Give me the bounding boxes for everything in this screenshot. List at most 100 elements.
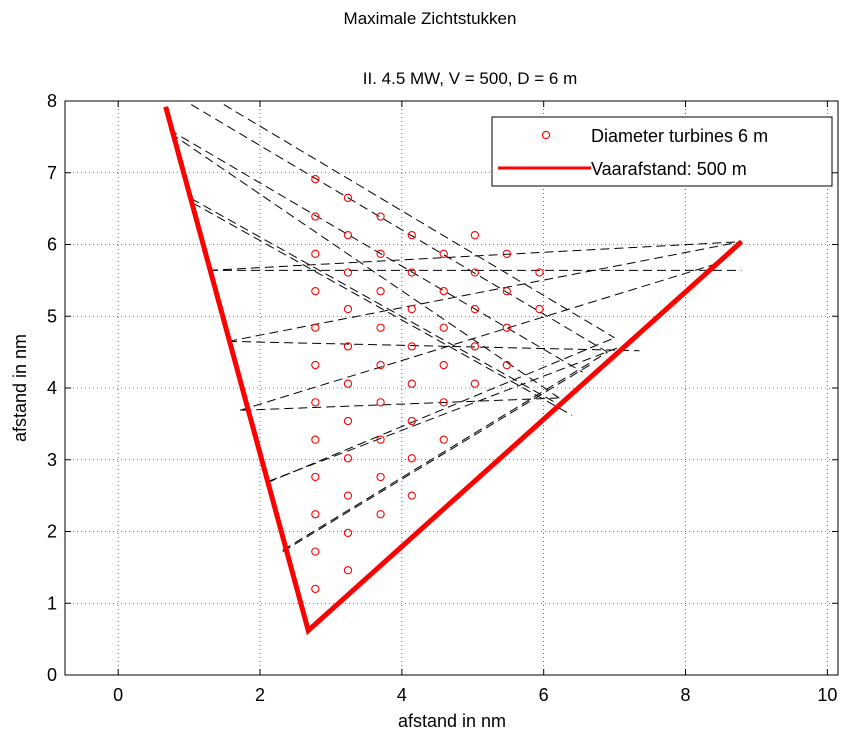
turbine-point xyxy=(311,547,320,556)
turbine-point xyxy=(311,472,320,482)
y-axis-label: afstand in nm xyxy=(10,334,30,442)
turbine-point xyxy=(343,379,353,388)
sightlines xyxy=(168,104,742,553)
y-tick-label: 0 xyxy=(47,665,57,685)
legend-label-route: Vaarafstand: 500 m xyxy=(591,159,747,179)
turbine-point xyxy=(439,286,448,296)
sightline xyxy=(228,340,640,352)
sightline xyxy=(223,104,615,339)
y-tick-label: 6 xyxy=(47,235,57,255)
chart-title: Maximale Zichtstukken xyxy=(344,9,517,28)
legend: Diameter turbines 6 m Vaarafstand: 500 m xyxy=(491,116,833,187)
turbine-point xyxy=(439,323,448,332)
turbine-point xyxy=(311,360,320,370)
turbine-point xyxy=(311,584,320,594)
routes xyxy=(163,106,744,636)
turbine-point xyxy=(376,472,385,482)
sightline xyxy=(190,198,562,407)
turbine-point xyxy=(376,398,385,407)
sightline xyxy=(282,351,608,551)
sightline xyxy=(190,104,608,353)
plot-area xyxy=(65,101,838,675)
turbine-point xyxy=(311,249,320,258)
x-tick-label: 4 xyxy=(397,685,407,705)
turbine-point xyxy=(407,342,416,351)
y-tick-label: 4 xyxy=(47,378,57,398)
turbine-point xyxy=(407,416,416,426)
turbine-point xyxy=(439,435,448,444)
turbine-point xyxy=(311,510,320,519)
y-tick-label: 2 xyxy=(47,522,57,542)
turbine-point xyxy=(311,286,320,296)
turbine-point xyxy=(535,268,544,277)
x-tick-label: 2 xyxy=(255,685,265,705)
turbine-point xyxy=(311,323,320,332)
turbine-point xyxy=(470,231,480,240)
x-tick-label: 6 xyxy=(539,685,549,705)
turbine-point xyxy=(376,323,385,332)
turbine-point xyxy=(407,379,416,388)
turbine-point xyxy=(376,249,385,258)
turbine-point xyxy=(343,566,353,575)
turbine-point xyxy=(343,416,353,426)
sightline xyxy=(192,202,573,416)
turbine-point xyxy=(470,342,480,351)
turbine-point xyxy=(343,342,353,351)
turbine-point xyxy=(407,454,416,463)
turbine-point xyxy=(376,435,385,444)
axis-ticks: 0 2 4 6 8 10 0 1 2 3 4 5 6 7 8 xyxy=(47,91,838,705)
legend-box xyxy=(491,116,833,187)
turbine-point xyxy=(535,304,544,314)
turbine-point xyxy=(407,491,416,500)
turbine-point xyxy=(502,286,511,296)
y-tick-label: 8 xyxy=(47,91,57,111)
sightline xyxy=(242,397,558,411)
turbine-point xyxy=(376,360,385,370)
y-tick-label: 1 xyxy=(47,593,57,613)
sightline xyxy=(282,362,594,553)
turbine-point xyxy=(343,454,353,463)
turbine-point xyxy=(311,398,320,407)
legend-label-turbines: Diameter turbines 6 m xyxy=(591,126,768,146)
turbine-point xyxy=(311,435,320,444)
turbine-point xyxy=(343,231,353,240)
turbine-point xyxy=(439,249,448,258)
turbine-point xyxy=(470,304,480,314)
legend-marker-turbines xyxy=(541,130,551,140)
turbine-point xyxy=(407,231,416,240)
turbine-point xyxy=(311,175,320,184)
turbine-point xyxy=(343,193,353,203)
turbine-point xyxy=(470,268,480,277)
turbine-point xyxy=(376,286,385,296)
turbine-point xyxy=(343,491,353,500)
y-tick-label: 5 xyxy=(47,306,57,326)
turbine-point xyxy=(343,528,353,538)
turbine-point xyxy=(502,249,511,258)
x-tick-label: 0 xyxy=(113,685,123,705)
sightline xyxy=(168,129,583,373)
turbine-point xyxy=(407,304,416,314)
x-tick-label: 10 xyxy=(817,685,837,705)
turbine-point xyxy=(311,212,320,221)
x-tick-label: 8 xyxy=(681,685,691,705)
turbine-point xyxy=(407,268,416,277)
x-axis-label: afstand in nm xyxy=(398,711,506,731)
sightline xyxy=(240,264,715,411)
chart-subtitle: II. 4.5 MW, V = 500, D = 6 m xyxy=(363,69,577,88)
turbine-point xyxy=(502,360,511,370)
y-tick-label: 3 xyxy=(47,450,57,470)
turbine-points xyxy=(311,175,544,594)
sightline xyxy=(170,132,560,399)
turbine-point xyxy=(343,304,353,314)
turbine-point xyxy=(502,323,511,332)
turbine-point xyxy=(343,268,353,277)
y-tick-label: 7 xyxy=(47,163,57,183)
turbine-point xyxy=(376,510,385,519)
turbine-point xyxy=(470,379,480,388)
route-line xyxy=(163,106,744,636)
sightline xyxy=(268,344,626,482)
sightline xyxy=(208,241,742,271)
sightline xyxy=(266,337,615,484)
turbine-point xyxy=(376,212,385,221)
